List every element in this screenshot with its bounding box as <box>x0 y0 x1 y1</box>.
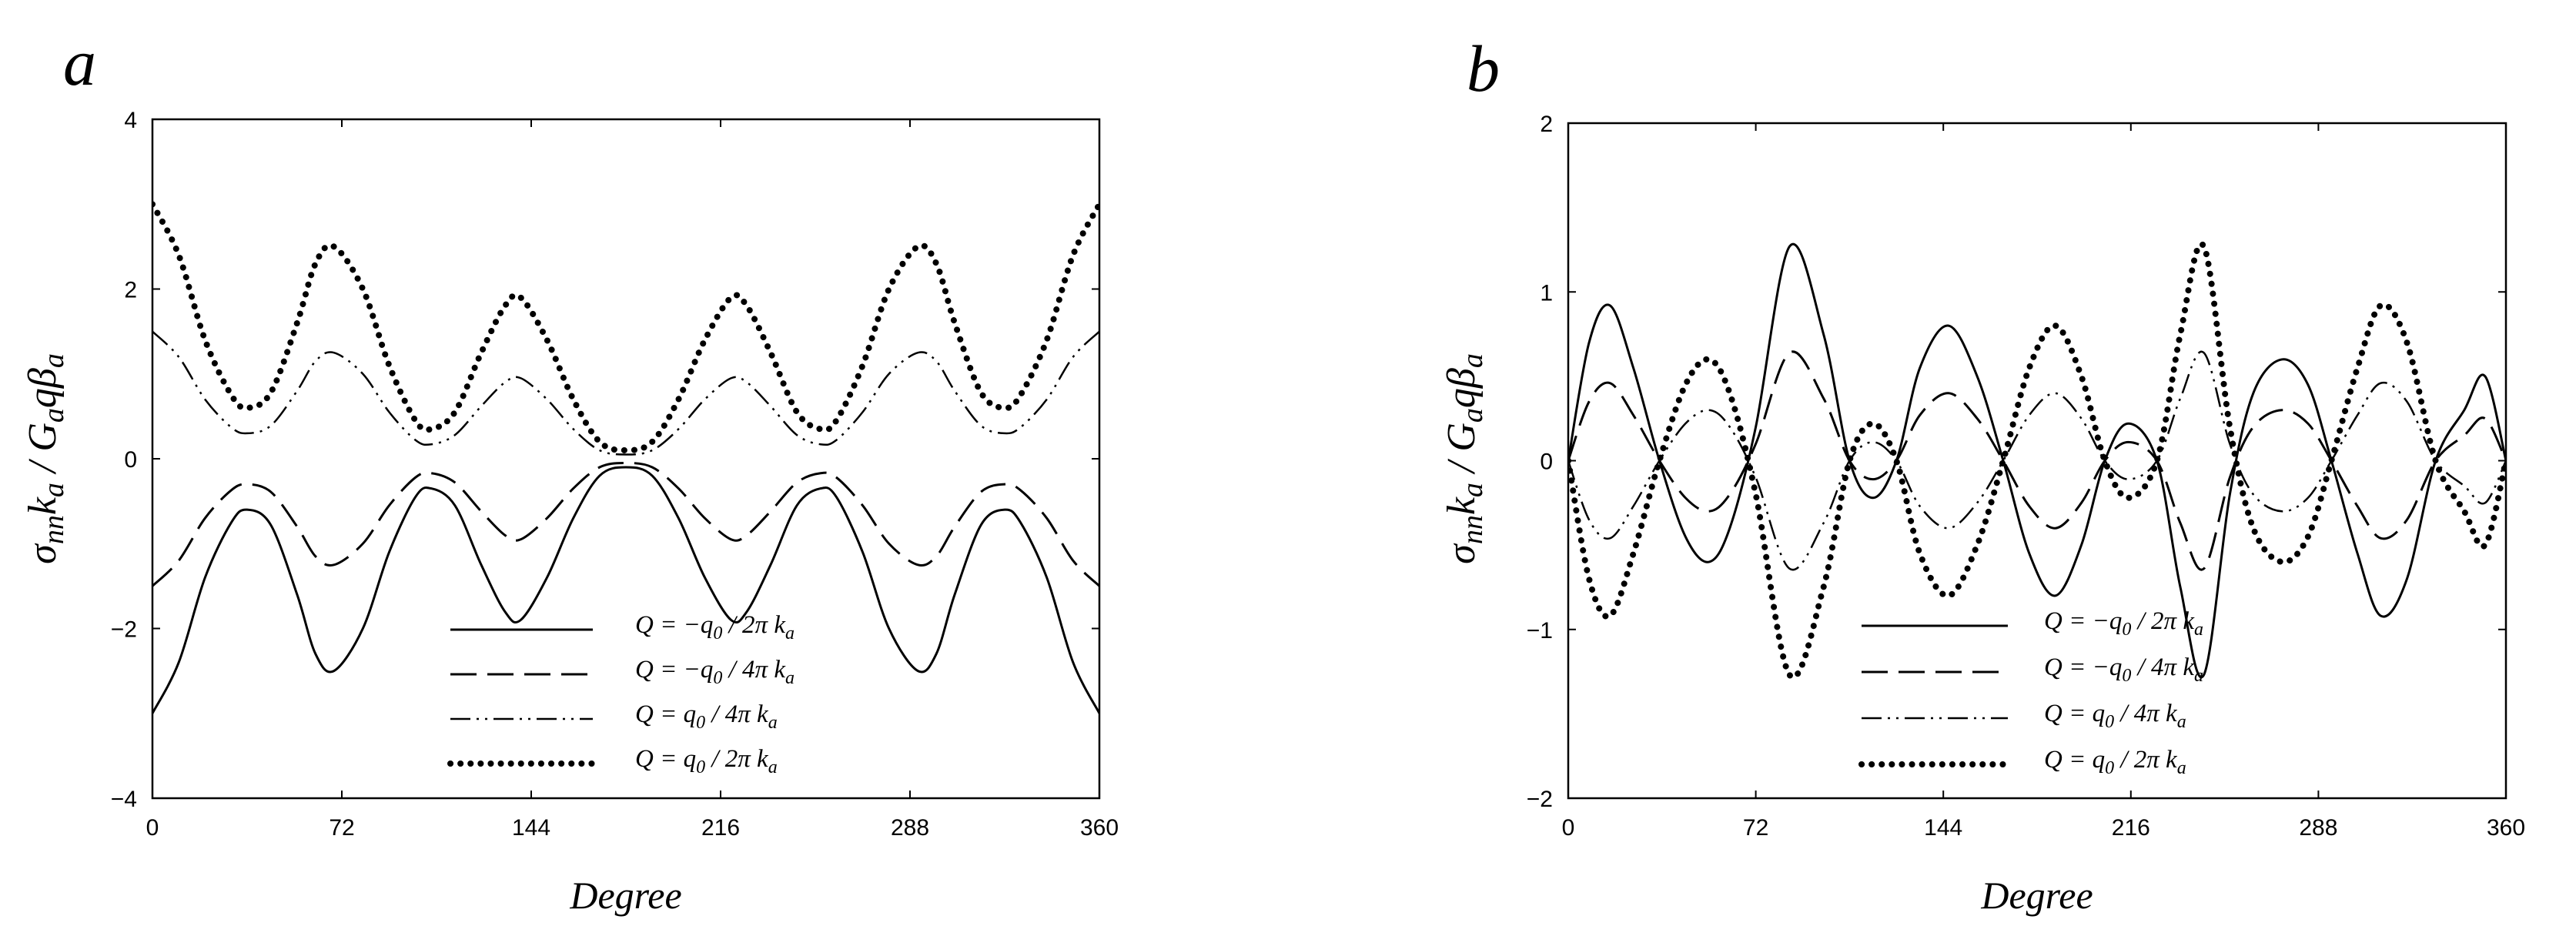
y-tick-label: −2 <box>111 617 137 643</box>
series-line-2 <box>1568 350 2506 571</box>
panel-letter: b <box>1467 32 1500 105</box>
plot-frame <box>1567 122 2507 800</box>
y-tick-label: 2 <box>1540 112 1553 137</box>
legend-label: Q = −q0 / 2π ka <box>2044 607 2203 640</box>
y-tick-label: 0 <box>124 447 137 473</box>
y-axis-label: σnnka / Gaqβa <box>1440 353 1489 564</box>
legend-label: Q = −q0 / 2π ka <box>635 611 795 644</box>
x-tick-label: 216 <box>701 815 740 841</box>
plot-frame <box>151 118 1101 800</box>
y-tick-label: 0 <box>1540 450 1553 475</box>
y-tick-label: 1 <box>1540 280 1553 306</box>
y-tick-label: 4 <box>124 108 137 133</box>
x-tick-label: 72 <box>329 815 354 841</box>
x-tick-label: 72 <box>1743 815 1768 841</box>
x-tick-label: 360 <box>1080 815 1119 841</box>
y-tick-label: −4 <box>111 787 137 812</box>
x-tick-label: 0 <box>146 815 159 841</box>
x-tick-label: 360 <box>2487 815 2525 841</box>
series-line-4 <box>1568 241 2506 680</box>
x-tick-label: 0 <box>1562 815 1575 841</box>
series-line-2 <box>152 462 1099 587</box>
x-axis-label: Degree <box>1980 874 2093 917</box>
y-tick-label: 2 <box>124 278 137 303</box>
y-tick-label: −2 <box>1527 787 1553 812</box>
legend: Q = −q0 / 2π ka Q = −q0 / 4π ka Q = q0 / 4… <box>1858 607 2203 778</box>
legend-label: Q = q0 / 4π ka <box>635 700 778 733</box>
x-tick-label: 144 <box>1924 815 1962 841</box>
y-axis-label: σnnka / Gaqβa <box>21 353 70 564</box>
y-tick-label: −1 <box>1527 618 1553 644</box>
legend-label: Q = −q0 / 4π ka <box>2044 654 2203 686</box>
panel-letter: a <box>63 25 96 99</box>
legend: Q = −q0 / 2π ka Q = −q0 / 4π ka Q = q0 / 4… <box>447 611 795 777</box>
legend-label: Q = −q0 / 4π ka <box>635 656 795 688</box>
legend-label: Q = q0 / 4π ka <box>2044 700 2186 732</box>
x-tick-label: 216 <box>2112 815 2150 841</box>
series-line-1 <box>1568 242 2506 679</box>
x-tick-label: 288 <box>2299 815 2337 841</box>
legend-label: Q = q0 / 2π ka <box>635 745 778 777</box>
legend-label: Q = q0 / 2π ka <box>2044 746 2186 778</box>
series-line-3 <box>152 330 1099 456</box>
series-line-4 <box>152 201 1099 453</box>
series-line-3 <box>1568 350 2506 571</box>
x-axis-label: Degree <box>569 874 681 917</box>
panel-b: b 0 72 144 216 288 360 −2 −1 0 1 2 Degree σnnka / Gaq… <box>1440 32 2525 917</box>
panel-a: a 0 72 144 216 288 360 −4 −2 0 2 4 Degree σnnka / Gaq… <box>21 25 1119 917</box>
x-tick-label: 288 <box>891 815 929 841</box>
x-tick-label: 144 <box>512 815 550 841</box>
series-line-1 <box>152 466 1099 714</box>
